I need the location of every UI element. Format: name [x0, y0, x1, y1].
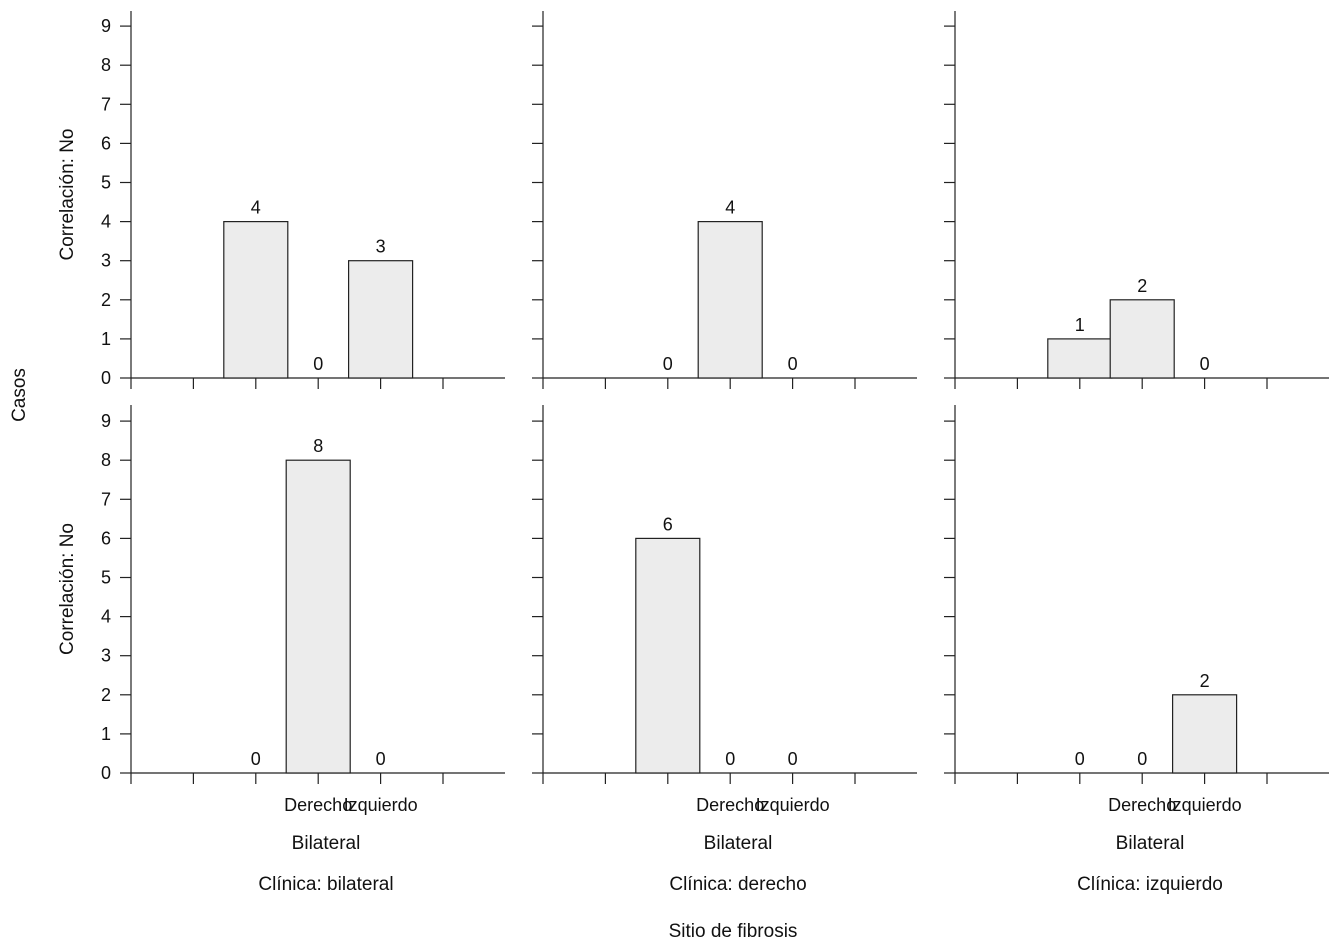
y-tick-label: 6 [101, 133, 111, 153]
y-tick-label: 6 [101, 528, 111, 548]
y-tick-label: 8 [101, 450, 111, 470]
panel-r0-c1: 0 4 0 [532, 11, 917, 389]
y-tick-label: 0 [101, 763, 111, 783]
data-label: 0 [663, 354, 673, 374]
data-label: 6 [663, 514, 673, 534]
data-label: 0 [725, 749, 735, 769]
row-label: Correlación: No [57, 129, 78, 261]
y-tick-label: 9 [101, 16, 111, 36]
x-tick-label: Izquierdo [344, 795, 418, 815]
y-tick-label: 4 [101, 212, 111, 232]
y-tick-label: 5 [101, 173, 111, 193]
x-tick-label: Derecho [1108, 795, 1176, 815]
data-label: 0 [1137, 749, 1147, 769]
category-axis-title: Bilateral [1116, 833, 1185, 854]
bar-bilateral [1047, 338, 1113, 379]
bar-bilateral [635, 537, 701, 774]
data-label: 0 [251, 749, 261, 769]
column-label: Clínica: derecho [669, 874, 806, 895]
x-axis-shared-title: Sitio de fibrosis [669, 921, 798, 942]
row-label: Correlación: No [57, 523, 78, 655]
category-axis-title: Bilateral [704, 833, 773, 854]
x-tick-label: Izquierdo [756, 795, 830, 815]
x-tick-label: Derecho [696, 795, 764, 815]
bar-derecho [697, 221, 763, 379]
data-label: 8 [313, 436, 323, 456]
data-label: 2 [1200, 671, 1210, 691]
y-tick-label: 5 [101, 568, 111, 588]
panel-r0-c0: 0 1 2 3 4 5 6 7 8 9 4 0 3 Correlación: No [57, 11, 505, 389]
column-label: Clínica: izquierdo [1077, 874, 1223, 895]
data-label: 4 [725, 198, 735, 218]
bar-derecho [1109, 299, 1175, 379]
category-axis-title: Bilateral [292, 833, 361, 854]
data-label: 2 [1137, 276, 1147, 296]
y-tick-label: 4 [101, 607, 111, 627]
y-tick-label: 1 [101, 724, 111, 744]
data-label: 0 [788, 354, 798, 374]
y-tick-label: 1 [101, 329, 111, 349]
y-tick-label: 7 [101, 94, 111, 114]
column-label: Clínica: bilateral [258, 874, 393, 895]
panel-r1-c0: 0 1 2 3 4 5 6 7 8 9 0 8 0 Correlación: No DerechoIzqui… [57, 405, 505, 895]
data-label: 4 [251, 198, 261, 218]
y-tick-label: 3 [101, 251, 111, 271]
data-label: 0 [313, 354, 323, 374]
data-label: 0 [788, 749, 798, 769]
data-label: 0 [1075, 749, 1085, 769]
y-tick-label: 8 [101, 55, 111, 75]
y-axis-shared-title: Casos [9, 368, 30, 422]
x-tick-label: Izquierdo [1168, 795, 1242, 815]
data-label: 3 [376, 237, 386, 257]
y-tick-label: 7 [101, 489, 111, 509]
bar-izquierdo [1171, 694, 1238, 774]
bar-derecho [285, 459, 351, 774]
y-tick-label: 3 [101, 646, 111, 666]
bar-izquierdo [348, 260, 414, 379]
data-label: 0 [1200, 354, 1210, 374]
bar-bilateral [223, 221, 289, 379]
data-label: 1 [1075, 315, 1085, 335]
y-tick-label: 0 [101, 368, 111, 388]
panel-r0-c2: 1 2 0 [944, 11, 1329, 389]
panels-group: 0 1 2 3 4 5 6 7 8 9 4 0 3 Correlación: No 0 4 0 1 2 0 0 1 2 3 4 5… [57, 11, 1329, 895]
y-tick-label: 9 [101, 411, 111, 431]
y-tick-label: 2 [101, 685, 111, 705]
y-tick-label: 2 [101, 290, 111, 310]
x-tick-label: Derecho [284, 795, 352, 815]
data-label: 0 [376, 749, 386, 769]
